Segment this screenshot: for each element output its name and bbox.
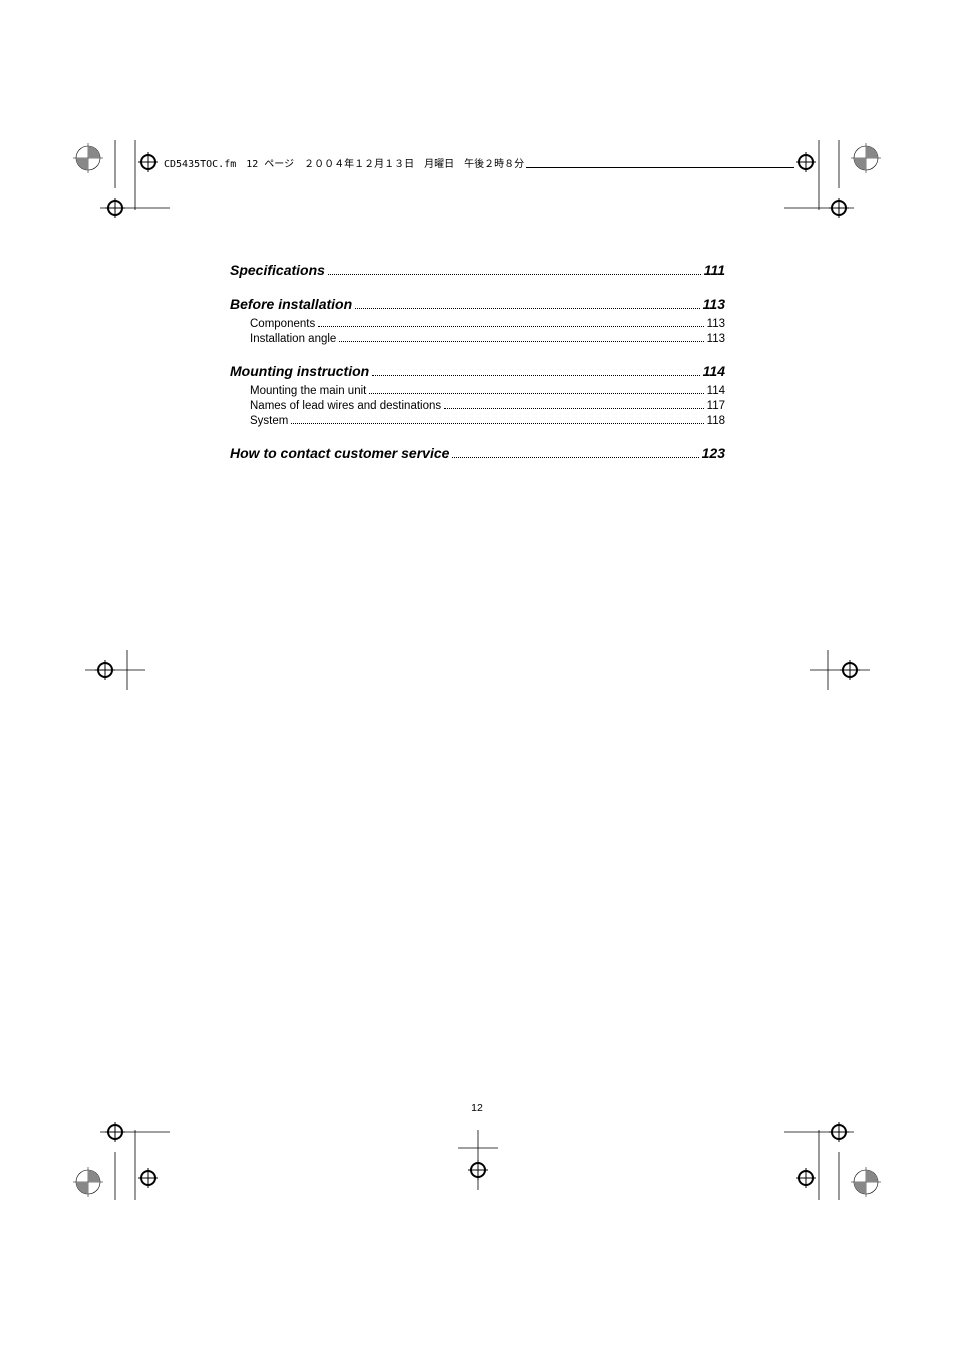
header-filename-text: CD5435TOC.fm 12 ページ ２００４年１２月１３日 月曜日 午後２時… (162, 155, 526, 170)
toc-section: Before installation 113 (230, 296, 725, 312)
toc-leader-dots (452, 457, 698, 458)
toc-leader-dots (369, 393, 703, 394)
toc-leader-dots (291, 423, 703, 424)
toc-subsection: Mounting the main unit 114 (230, 385, 725, 397)
toc-page-number: 118 (707, 415, 725, 427)
toc-page-number: 114 (703, 363, 725, 379)
toc-subsection: Installation angle 113 (230, 333, 725, 345)
toc-title: Installation angle (250, 333, 336, 345)
toc-page-number: 113 (707, 318, 725, 330)
toc-title: How to contact customer service (230, 445, 449, 461)
toc-title: Mounting instruction (230, 363, 369, 379)
crop-mark-bottom-center (448, 1130, 508, 1195)
toc-title: Mounting the main unit (250, 385, 366, 397)
crop-mark-mid-right (810, 640, 870, 705)
toc-leader-dots (444, 408, 704, 409)
toc-page-number: 117 (707, 400, 725, 412)
toc-page-number: 111 (704, 262, 725, 278)
toc-page-number: 113 (707, 333, 725, 345)
toc-subsection: Components 113 (230, 318, 725, 330)
toc-page-number: 114 (707, 385, 725, 397)
toc-leader-dots (328, 274, 701, 275)
toc-leader-dots (339, 341, 703, 342)
toc-subsection: System 118 (230, 415, 725, 427)
toc-page-number: 123 (702, 445, 725, 461)
toc-page-number: 113 (703, 296, 725, 312)
crop-mark-mid-left (85, 640, 145, 705)
toc-leader-dots (372, 375, 699, 376)
toc-title: Components (250, 318, 315, 330)
toc-leader-dots (355, 308, 700, 309)
toc-section: Mounting instruction 114 (230, 363, 725, 379)
toc-title: Names of lead wires and destinations (250, 400, 441, 412)
toc-leader-dots (318, 326, 703, 327)
toc-section: How to contact customer service 123 (230, 445, 725, 461)
toc-subsection: Names of lead wires and destinations 117 (230, 400, 725, 412)
crop-mark-bottom-right (784, 1110, 884, 1205)
toc-section: Specifications 111 (230, 262, 725, 278)
crop-mark-top-right (784, 140, 884, 235)
crop-mark-top-left (70, 140, 170, 235)
toc-title: Specifications (230, 262, 325, 278)
crop-mark-bottom-left (70, 1110, 170, 1205)
toc-title: Before installation (230, 296, 352, 312)
toc-title: System (250, 415, 288, 427)
table-of-contents: Specifications 111 Before installation 11… (230, 262, 725, 467)
